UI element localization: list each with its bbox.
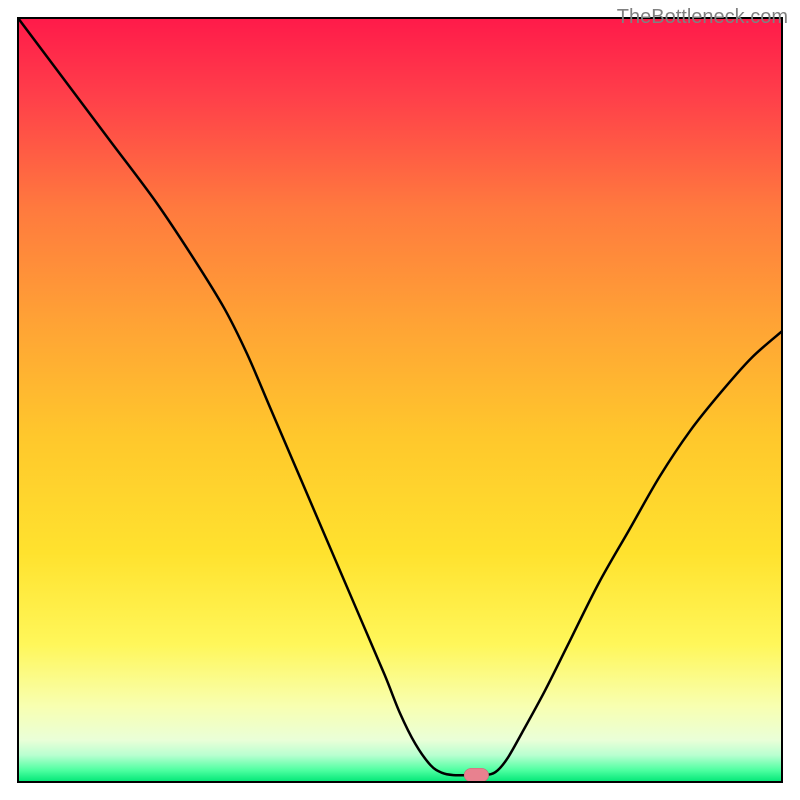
- optimal-point-marker: [464, 768, 488, 782]
- chart-container: TheBottleneck.com: [0, 0, 800, 800]
- watermark-text: TheBottleneck.com: [617, 6, 788, 29]
- bottleneck-chart: [0, 0, 800, 800]
- gradient-background: [18, 18, 782, 782]
